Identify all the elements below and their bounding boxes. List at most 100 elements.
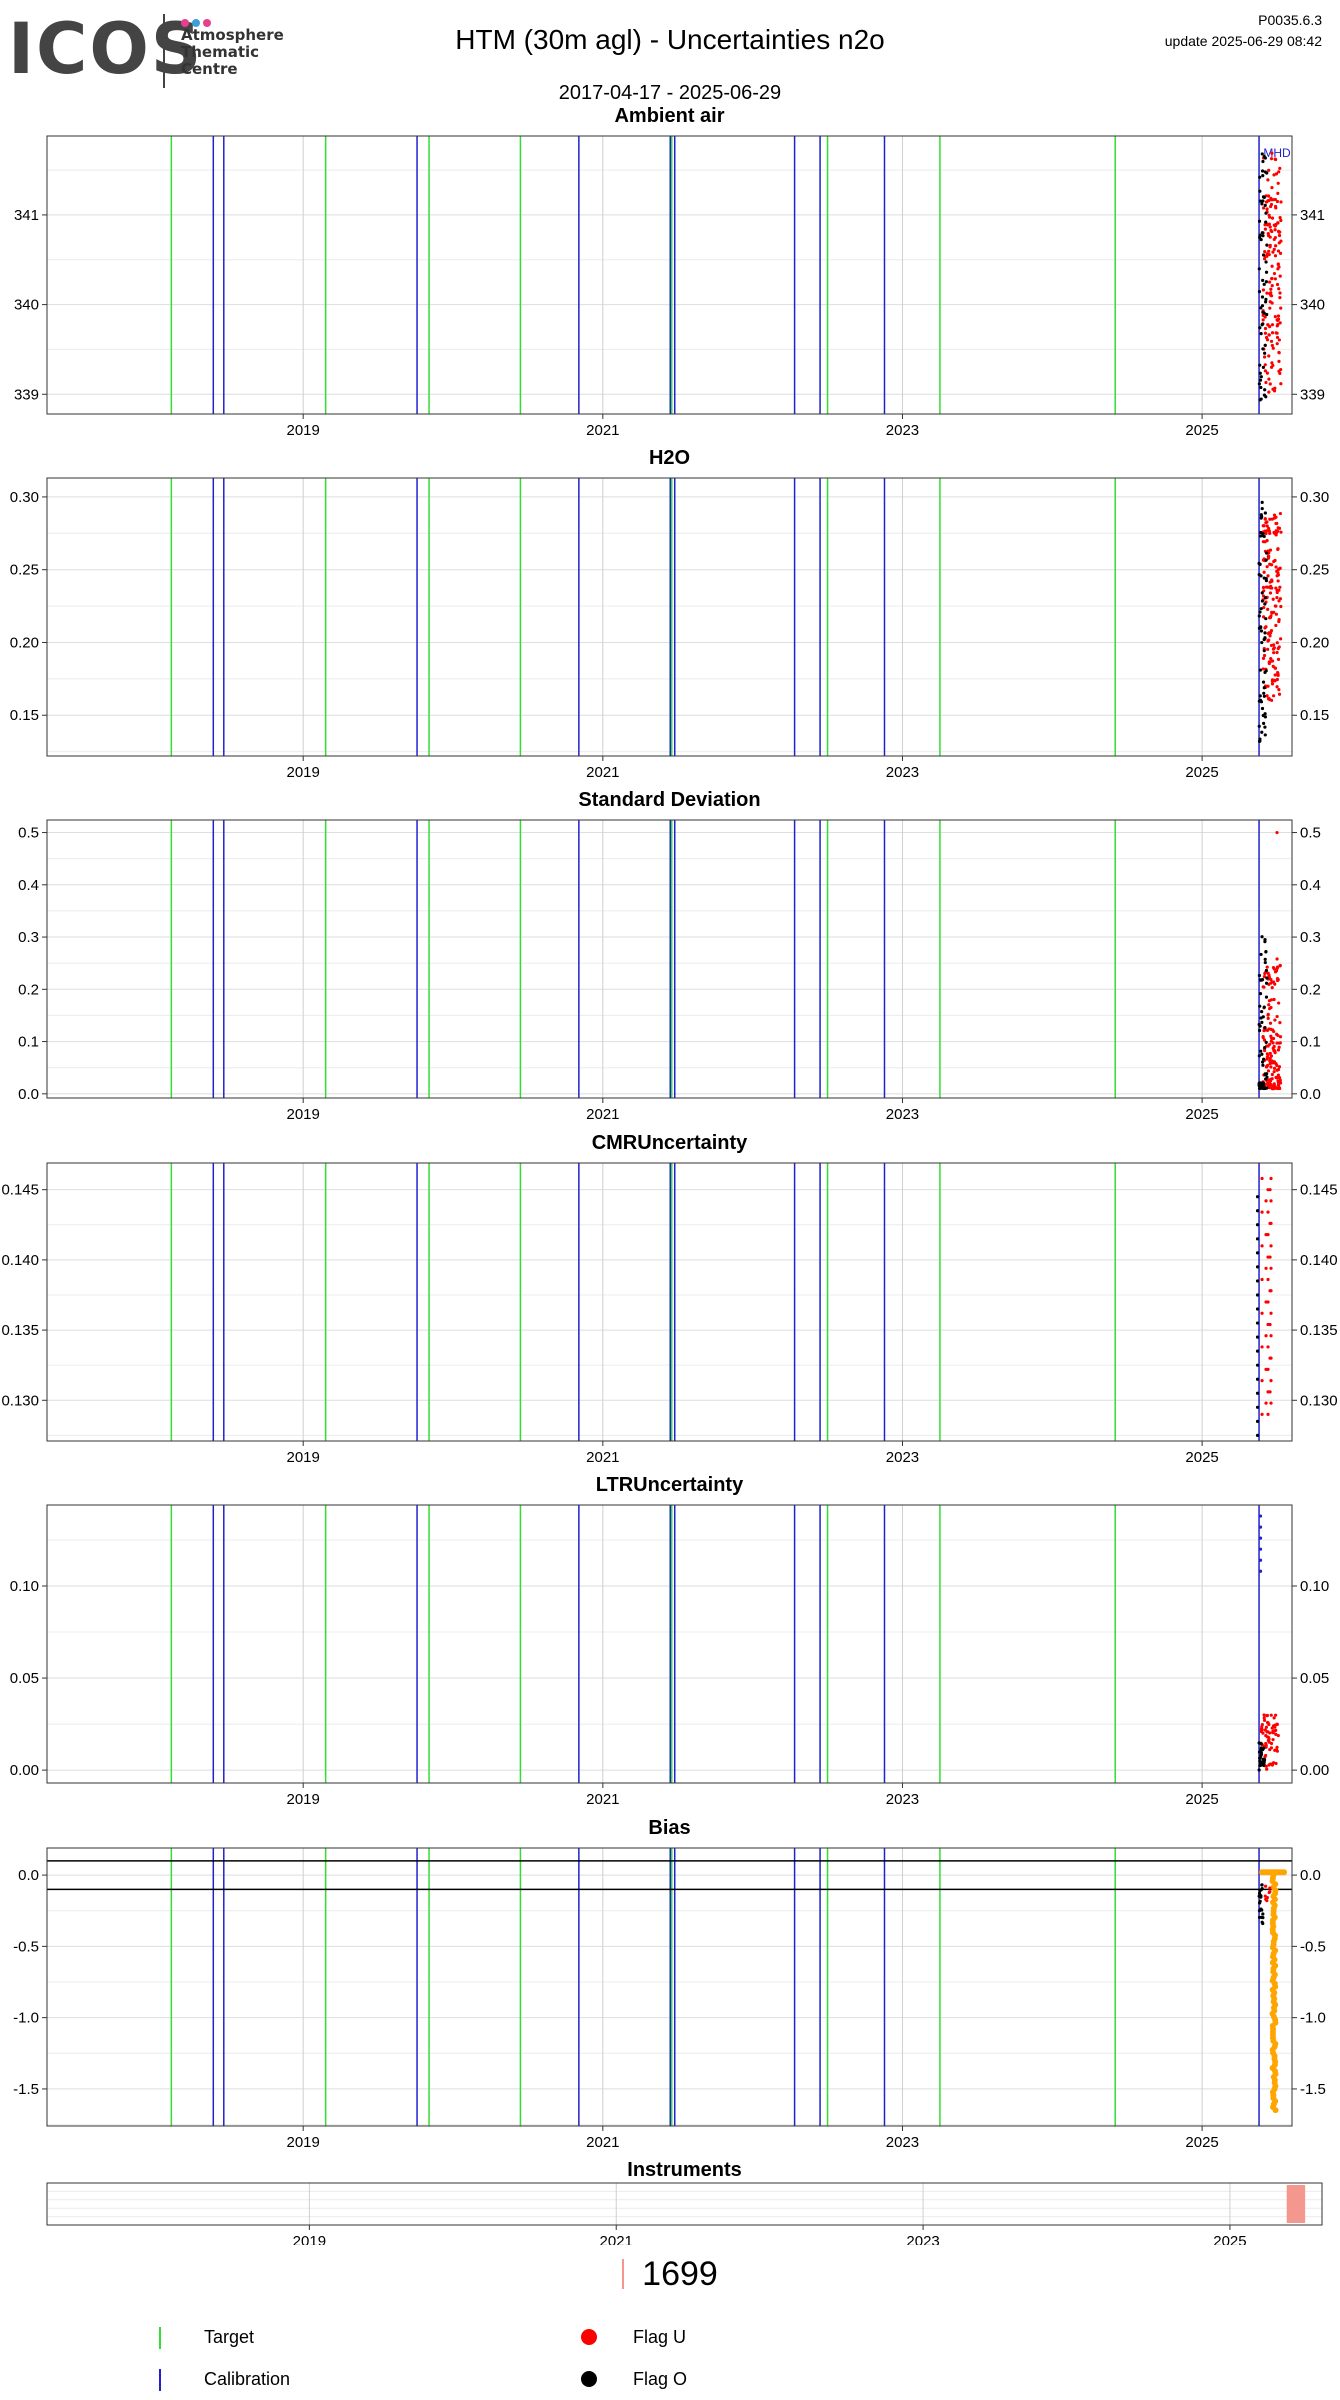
panel-5-flag-u-point [1270, 1726, 1274, 1730]
panel-1-flag-u-point [1278, 230, 1282, 234]
panel-2-flag-u-point [1270, 659, 1275, 663]
panel-5-flag-u-point [1268, 1762, 1272, 1766]
panel-5-flag-u-point [1273, 1748, 1277, 1752]
panel-1-flag-u-point [1278, 216, 1282, 220]
panel-3-flag-u-point [1262, 974, 1267, 979]
panel-6-ytick-label-right: -1.5 [1300, 2081, 1326, 2098]
panel-6-flag-u-point [1267, 1890, 1271, 1895]
panel-2-flag-u-point [1267, 616, 1272, 620]
panel-3-ytick-label-right: 0.0 [1300, 1086, 1321, 1103]
panel-4-flag-u-point [1260, 1277, 1264, 1282]
panel-5-flag-u-point [1272, 1716, 1276, 1720]
panel-2-flag-u-point [1266, 574, 1270, 578]
panel-4-flag-u-point [1266, 1300, 1270, 1304]
panel-5-flag-u-point [1262, 1716, 1266, 1720]
panel-3-ytick-label-right: 0.3 [1300, 929, 1321, 946]
panel-4-title: CMRUncertainty [592, 1132, 748, 1154]
panel-1-flag-u-point [1268, 280, 1272, 284]
panel-1-flag-u-point [1268, 292, 1272, 296]
panel-3-flag-u-point [1263, 1048, 1267, 1053]
panel-5-frame [46, 1504, 1293, 1784]
panel-2-flag-o-point [1260, 706, 1265, 711]
panel-5-flag-u-point [1267, 1737, 1271, 1741]
panel-2-flag-o-point [1260, 506, 1264, 511]
panel-3-flag-u-point [1272, 1070, 1276, 1074]
panel-1-flag-u-point [1274, 222, 1278, 227]
panel-3-flag-u-point [1265, 965, 1269, 969]
panel-1-flag-o-point [1260, 295, 1265, 299]
panel-2-xtick-label: 2025 [1185, 764, 1218, 781]
panel-5-ytick-label: 0.05 [10, 1670, 39, 1687]
panel-3-flag-o-point [1261, 1082, 1265, 1087]
panel-4-flag-u-point [1266, 1277, 1270, 1282]
panel-6-frame [46, 1847, 1293, 2127]
panel-1-flag-u-point [1278, 274, 1282, 278]
panel-2-flag-u-point [1272, 559, 1276, 564]
panel-1-flag-u-point [1267, 249, 1271, 253]
panel-4-flag-u-point [1260, 1379, 1264, 1383]
panel-1-flag-o-point [1259, 332, 1263, 336]
flag-o-legend-icon [581, 2371, 597, 2387]
panel-3-flag-u-point [1275, 977, 1280, 981]
panel-2-flag-u-point [1272, 643, 1276, 647]
panel-5-flag-u-point [1259, 1727, 1264, 1731]
panel-2-flag-u-point [1267, 660, 1271, 664]
panel-1-flag-u-point [1273, 254, 1278, 258]
panel-6-xtick-label: 2021 [586, 2134, 619, 2151]
panel-1-flag-o-point [1257, 267, 1261, 271]
panel-2-flag-o-point [1262, 637, 1266, 642]
panel-4-flag-o-point [1255, 1209, 1260, 1213]
panel-1-flag-u-point [1271, 363, 1275, 368]
panel-2-flag-u-point [1272, 651, 1276, 655]
panel-3-ytick-label-right: 0.1 [1300, 1034, 1321, 1051]
panel-4-ytick-label-right: 0.130 [1300, 1392, 1338, 1409]
panel-3-flag-u-point [1268, 1059, 1272, 1063]
panel-6-bias-point [1272, 2107, 1279, 2114]
panel-3-xtick-label: 2025 [1185, 1106, 1218, 1123]
panel-3-flag-o-point [1260, 977, 1265, 982]
panel-1-flag-o-point [1265, 243, 1269, 247]
panel-3-xtick-label: 2023 [886, 1106, 919, 1123]
panel-1-flag-o-point [1265, 312, 1269, 317]
panel-3-flag-u-point [1275, 1063, 1279, 1068]
panel-2-flag-u-point [1268, 517, 1272, 521]
panel-4-flag-o-point [1255, 1391, 1260, 1395]
panel-3-flag-u-point [1266, 1012, 1270, 1017]
panel-1-flag-u-point [1266, 194, 1271, 198]
panel-3-xtick-label: 2019 [287, 1106, 320, 1123]
panel-3-flag-o-point [1260, 1052, 1264, 1056]
panel-6-xtick-label: 2019 [287, 2134, 320, 2151]
panel-1-flag-o-point [1261, 234, 1265, 238]
panel-3-flag-u-point [1270, 1072, 1274, 1077]
panel-3-flag-o-point [1263, 1045, 1267, 1050]
panel-2-flag-o-point [1259, 530, 1263, 535]
panel-3-flag-u-point [1268, 1007, 1272, 1011]
panel-2-flag-o-point [1257, 626, 1262, 630]
panel-4-flag-u-point [1269, 1311, 1273, 1315]
panel-1-flag-u-point [1272, 173, 1276, 177]
panel-2-flag-o-point [1264, 579, 1268, 583]
panel-1-flag-o-point [1260, 202, 1264, 206]
panel-1-flag-u-point [1279, 367, 1283, 372]
panel-2-flag-u-point [1269, 698, 1274, 702]
panel-1-xtick-label: 2021 [586, 422, 619, 439]
panel-1-flag-o-point [1258, 326, 1262, 330]
panel-3-flag-u-point [1272, 1066, 1277, 1070]
panel-2-flag-o-point [1263, 631, 1267, 635]
panel-1-flag-u-point [1279, 218, 1283, 223]
panel-6-flag-o-point [1257, 1891, 1262, 1895]
panel-5-flag-o-point [1259, 1751, 1263, 1755]
panel-4-flag-u-point [1266, 1412, 1270, 1416]
panel-4-flag-u-point [1260, 1311, 1264, 1315]
panel-2-flag-u-point [1270, 586, 1274, 590]
panel-6-flag-o-point [1258, 1899, 1262, 1903]
panel-2-flag-o-point [1257, 614, 1261, 618]
panel-1-flag-o-point [1264, 220, 1268, 224]
panel-1-flag-u-point [1269, 228, 1273, 233]
panel-3-flag-u-point [1269, 1054, 1274, 1058]
panel-2-flag-u-point [1274, 515, 1278, 519]
panel-5-flag-u-point [1264, 1733, 1268, 1738]
panel-3-ytick-label: 0.1 [18, 1034, 39, 1051]
panel-4-ytick-label: 0.145 [1, 1182, 39, 1199]
panel-1-flag-o-point [1261, 174, 1265, 178]
